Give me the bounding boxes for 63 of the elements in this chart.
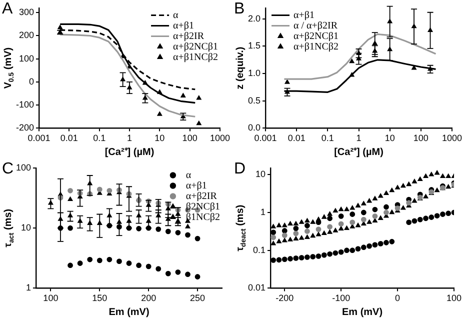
y-tick-label: 100	[18, 53, 34, 64]
y-tick-label: 1.5	[248, 40, 261, 51]
legend-label: α+β1	[173, 20, 194, 32]
chart-title: A	[2, 0, 13, 18]
y-tick-label: 100	[16, 162, 32, 172]
legend-label: α+β2IR	[186, 190, 218, 202]
x-tick-label: -100	[332, 293, 350, 304]
x-tick-label: 0.001	[28, 133, 50, 144]
chart-title: C	[2, 160, 14, 178]
y-tick-label: 1	[260, 206, 266, 217]
y-tick-label: 0.1	[253, 244, 266, 255]
x-tick-label: 250	[190, 293, 206, 304]
legend-label: α	[186, 170, 192, 181]
y-tick-label: 300	[18, 7, 34, 18]
legend-label: α+β1NCβ2	[173, 52, 218, 63]
x-tick-label: 1	[126, 133, 132, 144]
x-tick-label: 100	[182, 133, 198, 144]
x-tick-label: 200	[141, 293, 156, 304]
legend-label: α+β1NCβ2	[294, 41, 338, 52]
y-tick-label: 0.0	[248, 122, 261, 133]
x-tick-label: 0.1	[93, 133, 106, 144]
x-tick-label: 10	[384, 133, 395, 144]
y-tick-label: 1.0	[248, 68, 261, 78]
x-axis-title: [Ca²⁺] (µM)	[104, 146, 154, 158]
x-tick-label: 0.01	[60, 133, 78, 144]
x-tick-label: 0.01	[288, 133, 306, 144]
x-axis-title: Em (mV)	[108, 306, 150, 318]
x-tick-label: 100	[446, 293, 462, 304]
x-tick-label: 1000	[442, 133, 462, 144]
y-tick-label: -100	[16, 100, 34, 110]
y-tick-label: 200	[18, 30, 34, 40]
chart-title: D	[234, 160, 246, 178]
y-tick-label: -200	[16, 122, 34, 133]
x-tick-label: 0.001	[254, 133, 277, 144]
legend-label: α+β1	[186, 180, 207, 192]
x-tick-label: 100	[43, 293, 58, 304]
y-axis-title: z (equiv.)	[234, 46, 246, 90]
x-tick-label: 0.1	[321, 133, 334, 144]
x-axis-title: [Ca²⁺] (µM)	[334, 146, 384, 158]
y-tick-label: 10	[256, 169, 266, 180]
x-tick-label: 10	[154, 133, 165, 144]
legend-label: α+β2NCβ1	[294, 30, 338, 42]
legend-label: α+β1	[294, 10, 314, 21]
y-tick-label: 2.0	[248, 13, 261, 24]
y-tick-label: 10	[21, 222, 32, 233]
x-tick-label: 1	[356, 133, 362, 144]
x-tick-label: 1000	[210, 133, 230, 144]
x-tick-label: 150	[92, 293, 108, 304]
y-tick-label: 1	[26, 282, 32, 293]
x-tick-label: -200	[276, 293, 294, 304]
legend-label: β2NCβ1	[186, 201, 220, 212]
y-tick-label: 0	[29, 76, 34, 86]
y-tick-label: 0.5	[248, 95, 261, 106]
chart-title: B	[234, 0, 245, 18]
x-tick-label: 0	[395, 293, 400, 304]
legend-label: α+β2IR	[173, 30, 204, 42]
legend-label: α+β2NCβ1	[173, 41, 218, 52]
legend-label: α / α+β2IR	[294, 20, 338, 32]
x-tick-label: 100	[413, 133, 428, 144]
x-axis-title: Em (mV)	[342, 306, 383, 318]
legend-label: β1NCβ2	[186, 212, 220, 223]
legend-label: α	[173, 10, 180, 21]
y-tick-label: 0.01	[248, 282, 266, 293]
